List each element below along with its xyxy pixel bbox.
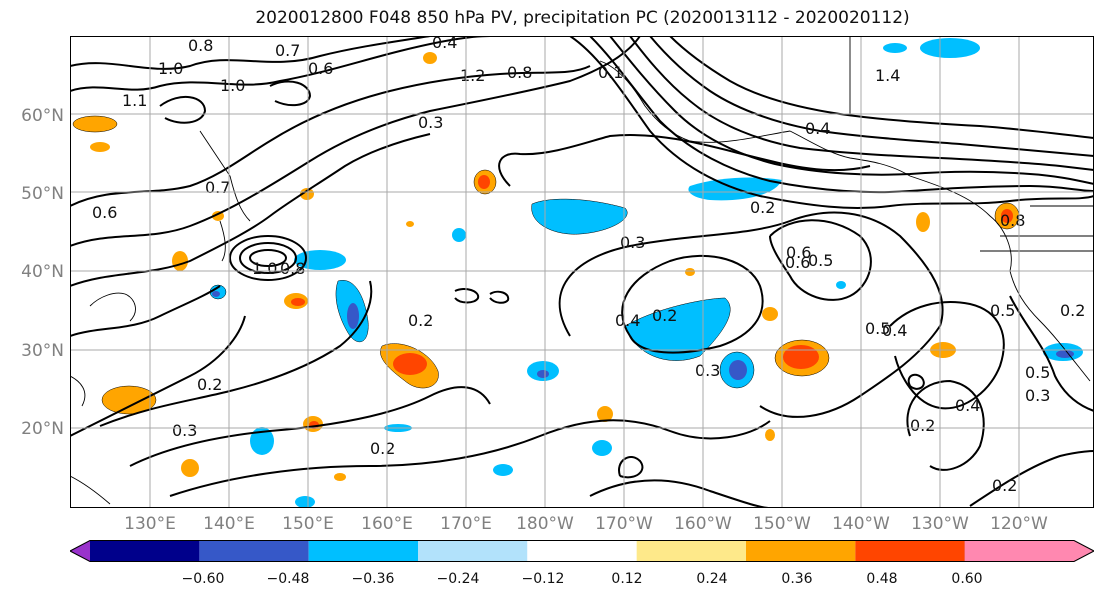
contour-label: 0.8 (1000, 211, 1025, 230)
colorbar-segment (636, 540, 746, 562)
contour-label: 1.1 (122, 91, 147, 110)
lon-label-170w: 170°W (595, 514, 653, 534)
contour-label: 0.5 (1025, 363, 1050, 382)
lat-label-50n: 50°N (21, 184, 64, 204)
colorbar-tick: 0.24 (696, 571, 728, 587)
lon-label-150e: 150°E (282, 514, 334, 534)
contour-label: 0.2 (408, 311, 433, 330)
contour-label: 0.6 (92, 203, 117, 222)
contour-label: 1.2 (460, 66, 485, 85)
contour-label: 0.2 (652, 306, 677, 325)
contour-label: 0.4 (882, 321, 907, 340)
contour-label: 0.2 (197, 375, 222, 394)
lat-label-40n: 40°N (21, 262, 64, 282)
contour-label: 0.5 (865, 319, 890, 338)
contour-label: 0.2 (750, 198, 775, 217)
lat-label-20n: 20°N (21, 419, 64, 439)
map-plot: 0.8 0.7 0.4 1.0 0.6 1.2 0.8 0.1 1.4 1.0 … (70, 36, 1094, 508)
map-frame (70, 36, 1094, 508)
contour-label: 0.8 (188, 36, 213, 55)
map-title: 2020012800 F048 850 hPa PV, precipitatio… (255, 8, 910, 28)
contour-label: 0.3 (620, 233, 645, 252)
contour-label: 1.4 (875, 66, 900, 85)
contour-label: 0.2 (910, 416, 935, 435)
contour-label: 0.8 (507, 63, 532, 82)
contour-label: 0.2 (1060, 301, 1085, 320)
lon-label-180w: 180°W (516, 514, 574, 534)
contour-label: 0.6 (786, 243, 811, 262)
contour-label: 0.5 (990, 301, 1015, 320)
lon-label-150w: 150°W (753, 514, 811, 534)
contour-label: 0.5 (808, 251, 833, 270)
contour-label: 0.3 (418, 113, 443, 132)
colorbar-tick: −0.24 (436, 571, 480, 587)
colorbar (70, 540, 1094, 562)
colorbar-segment (746, 540, 856, 562)
contour-label: 0.2 (370, 439, 395, 458)
contour-label: 0.7 (205, 178, 230, 197)
contour-label: 0.1 (598, 63, 623, 82)
contour-label: 0.6 (308, 59, 333, 78)
contour-labels: 0.8 0.7 0.4 1.0 0.6 1.2 0.8 0.1 1.4 1.0 … (92, 36, 1085, 495)
contour-label: 0.3 (172, 421, 197, 440)
colorbar-segment (418, 540, 528, 562)
precipitation-shading (72, 38, 1083, 508)
colorbar-segment (199, 540, 309, 562)
colorbar-tick: 0.12 (611, 571, 643, 587)
lon-label-130e: 130°E (124, 514, 176, 534)
colorbar-segment (527, 540, 637, 562)
lon-label-160e: 160°E (361, 514, 413, 534)
colorbar-tick: 0.48 (866, 571, 898, 587)
lon-label-130w: 130°W (911, 514, 969, 534)
colorbar-segments (70, 540, 1094, 562)
contour-label: 0.4 (432, 36, 457, 52)
colorbar-tick: −0.60 (181, 571, 225, 587)
contour-label: 0.6 (785, 253, 810, 272)
contour-label: 0.7 (275, 41, 300, 60)
lon-label-140e: 140°E (203, 514, 255, 534)
colorbar-outline (70, 540, 1094, 562)
colorbar-segment (964, 540, 1094, 562)
contour-label: 0.3 (1025, 386, 1050, 405)
colorbar-tick: −0.12 (521, 571, 565, 587)
colorbar-segment (855, 540, 965, 562)
contour-label: 0.4 (805, 119, 830, 138)
pv-contours (70, 36, 1094, 508)
colorbar-tick: 0.36 (781, 571, 813, 587)
lat-label-30n: 30°N (21, 341, 64, 361)
coastlines (70, 36, 1094, 505)
contour-label: 0.8 (280, 259, 305, 278)
colorbar-tick: 0.60 (951, 571, 983, 587)
contour-label: 0.3 (695, 361, 720, 380)
lon-label-170e: 170°E (440, 514, 492, 534)
lon-label-120w: 120°W (990, 514, 1048, 534)
contour-label: 0.4 (615, 311, 640, 330)
contour-label: 1.0 (158, 59, 183, 78)
colorbar-segment (308, 540, 418, 562)
graticule (70, 36, 1094, 508)
contour-label: 1.0 (220, 76, 245, 95)
colorbar-tick: −0.36 (351, 571, 395, 587)
contour-label: 0.2 (992, 476, 1017, 495)
contour-label: 0.4 (955, 396, 980, 415)
lon-label-140w: 140°W (832, 514, 890, 534)
colorbar-tick: −0.48 (266, 571, 310, 587)
lat-label-60n: 60°N (21, 106, 64, 126)
contour-label: 1.0 (252, 259, 277, 278)
lon-label-160w: 160°W (674, 514, 732, 534)
colorbar-segment (90, 540, 200, 562)
